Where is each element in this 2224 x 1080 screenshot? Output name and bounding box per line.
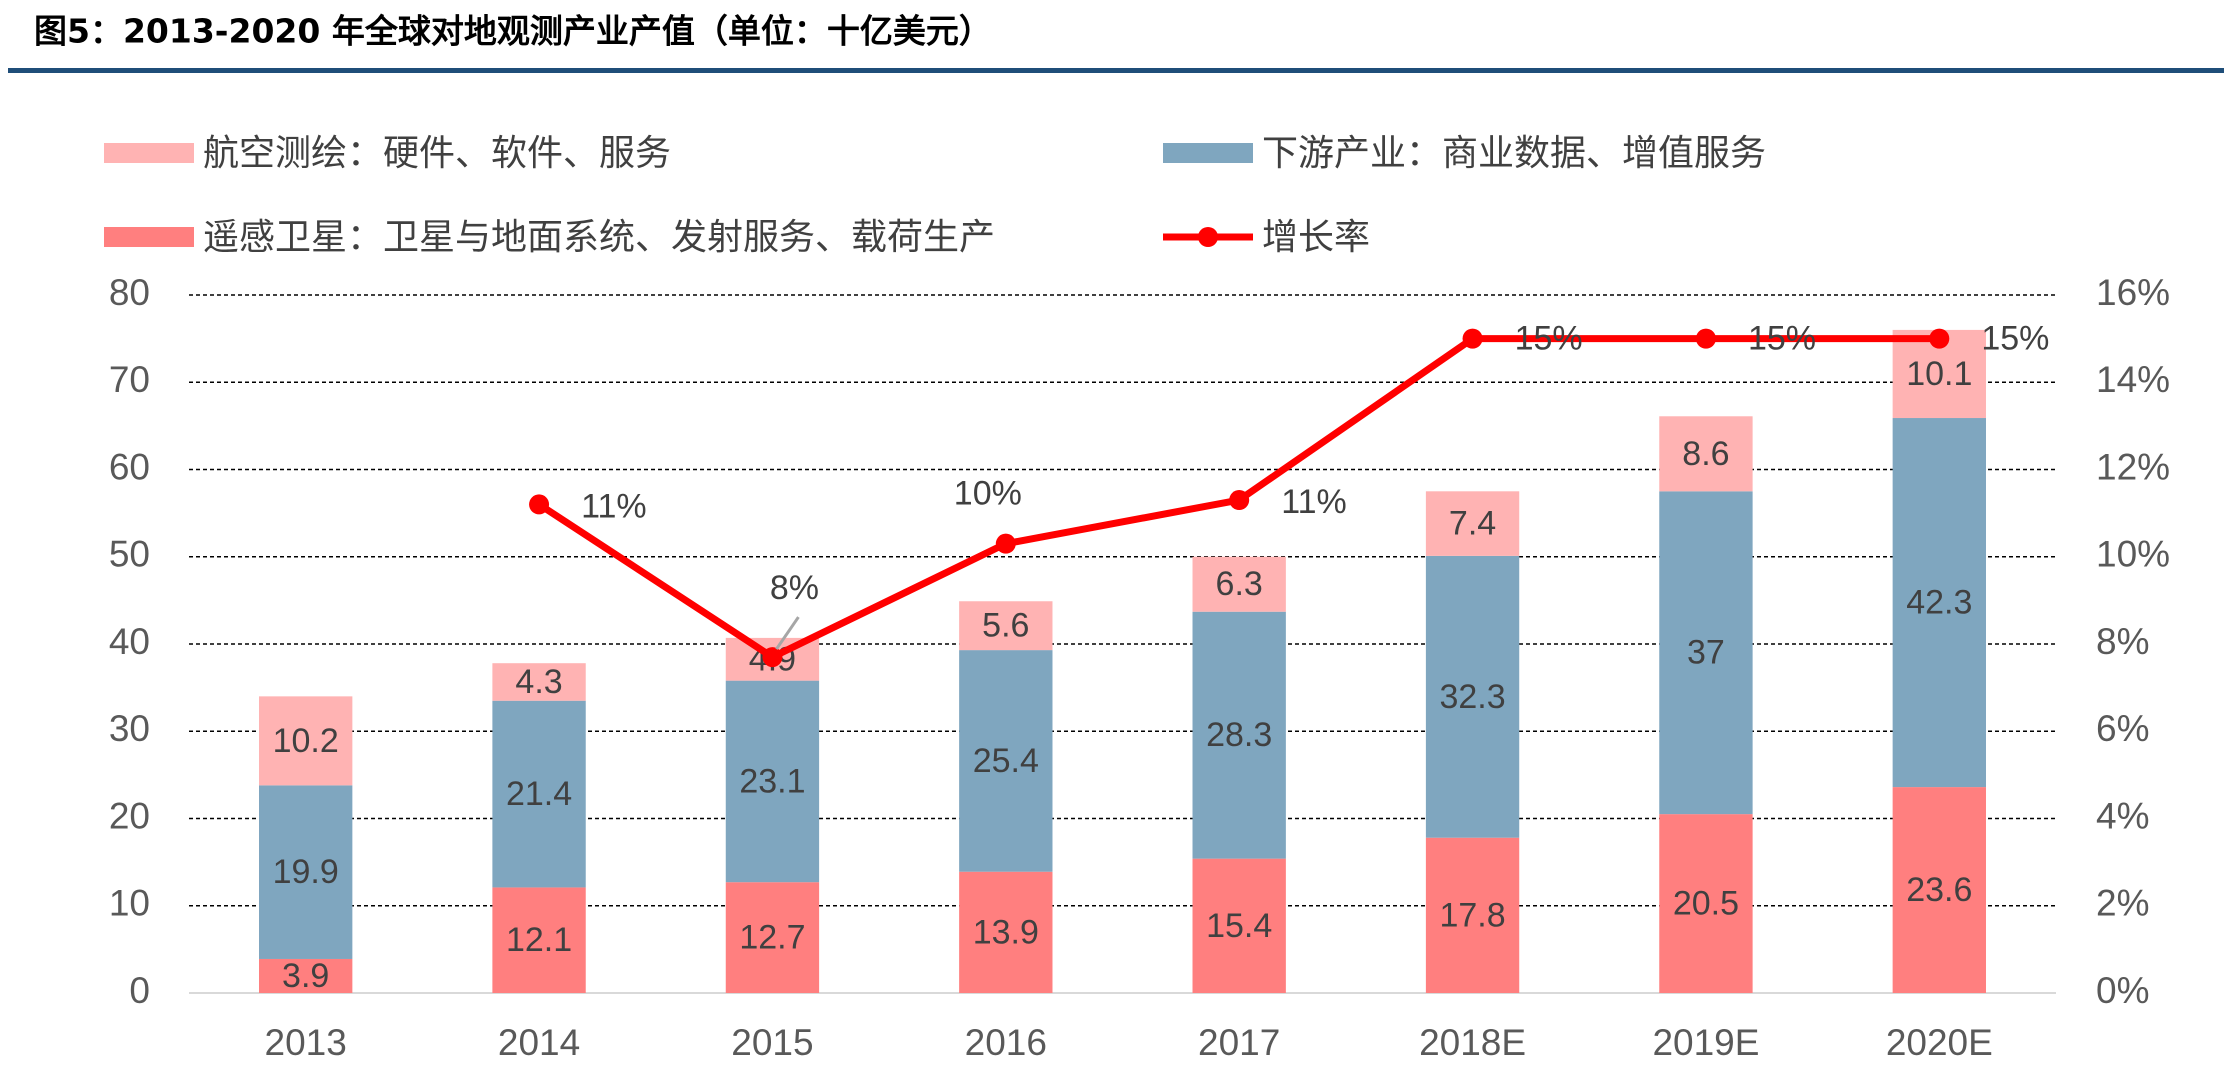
y-tick-label: 20	[109, 795, 150, 836]
bar-segment	[1425, 491, 1520, 556]
data-label: 17.8	[1439, 896, 1505, 934]
bar-segment	[492, 887, 586, 993]
bar-segment	[1192, 611, 1286, 859]
bar-segment	[959, 601, 1053, 651]
legend-swatch	[104, 143, 194, 163]
legend-label: 下游产业：商业数据、增值服务	[1262, 133, 1766, 174]
legend-swatch	[104, 227, 194, 247]
bar-segment	[1425, 837, 1520, 993]
bar-segment	[725, 882, 820, 993]
data-label: 8.6	[1682, 435, 1729, 473]
data-label: 10.2	[273, 722, 339, 760]
data-label: 12.1	[506, 921, 572, 959]
y-tick-label: 70	[109, 359, 150, 400]
growth-label: 11%	[1281, 483, 1347, 521]
data-label: 37	[1687, 634, 1725, 672]
x-tick-label: 2013	[265, 1022, 347, 1063]
x-tick-label: 2019E	[1652, 1022, 1759, 1063]
bar-segment	[259, 696, 353, 786]
legend-label: 遥感卫星：卫星与地面系统、发射服务、载荷生产	[203, 217, 995, 258]
bar-segment	[1659, 416, 1753, 492]
growth-label: 15%	[1515, 320, 1583, 358]
data-label: 4.3	[515, 663, 562, 701]
bar-segment	[959, 650, 1053, 872]
data-label: 6.3	[1216, 565, 1263, 603]
bar-segment	[1192, 858, 1286, 993]
data-label: 7.4	[1449, 505, 1496, 543]
legend-swatch	[1198, 227, 1218, 247]
bar-segment	[492, 700, 586, 888]
bar-segment	[259, 958, 353, 993]
legend-swatch	[1163, 143, 1253, 163]
data-label: 5.6	[982, 607, 1029, 645]
growth-marker	[1229, 490, 1250, 511]
y-tick-label: 60	[109, 446, 150, 487]
y-tick-label: 0	[129, 970, 150, 1011]
bar-segment	[259, 785, 353, 959]
data-label: 25.4	[973, 742, 1039, 780]
y-tick-label: 50	[109, 534, 150, 575]
legend-label: 增长率	[1262, 217, 1370, 258]
y2-tick-label: 2%	[2096, 883, 2149, 924]
growth-marker	[1462, 328, 1483, 349]
title-rule	[8, 68, 2224, 73]
y-tick-label: 80	[109, 272, 150, 313]
data-label: 19.9	[273, 853, 339, 891]
data-label: 21.4	[506, 775, 572, 813]
y2-tick-label: 4%	[2096, 795, 2149, 836]
y-tick-label: 40	[109, 621, 150, 662]
bar-segment	[1192, 556, 1286, 612]
growth-label: 15%	[1748, 320, 1816, 358]
y2-tick-label: 12%	[2096, 446, 2170, 487]
data-label: 13.9	[973, 913, 1039, 951]
growth-label: 8%	[770, 569, 819, 607]
data-label: 32.3	[1439, 678, 1505, 716]
bar-segment	[725, 680, 820, 883]
growth-marker	[1929, 328, 1950, 349]
growth-marker	[762, 647, 783, 668]
legend-label: 航空测绘：硬件、软件、服务	[203, 133, 671, 174]
y-tick-label: 10	[109, 883, 150, 924]
data-label: 23.1	[739, 762, 805, 800]
y2-tick-label: 14%	[2096, 359, 2170, 400]
x-tick-label: 2017	[1198, 1022, 1280, 1063]
bar-segment	[1892, 787, 1986, 993]
data-label: 28.3	[1206, 716, 1272, 754]
chart-title: 图5：2013-2020 年全球对地观测产业产值（单位：十亿美元）	[34, 12, 992, 51]
x-tick-label: 2018E	[1419, 1022, 1526, 1063]
bar-segment	[1892, 418, 1986, 788]
bar-segment	[959, 871, 1053, 993]
data-label: 42.3	[1906, 584, 1972, 622]
y2-tick-label: 8%	[2096, 621, 2149, 662]
data-label: 3.9	[282, 957, 329, 995]
growth-label: 15%	[1981, 320, 2049, 358]
x-tick-label: 2014	[498, 1022, 580, 1063]
data-label: 12.7	[739, 919, 805, 957]
growth-label: 10%	[954, 475, 1022, 513]
y-tick-label: 30	[109, 708, 150, 749]
leader-line	[775, 616, 800, 650]
bar-segment	[1659, 491, 1753, 815]
y2-tick-label: 0%	[2096, 970, 2149, 1011]
x-tick-label: 2015	[731, 1022, 813, 1063]
y2-tick-label: 16%	[2096, 272, 2170, 313]
x-tick-label: 2016	[965, 1022, 1047, 1063]
data-label: 15.4	[1206, 907, 1272, 945]
growth-label: 11%	[581, 487, 647, 525]
bar-segment	[1659, 814, 1753, 993]
y2-tick-label: 6%	[2096, 708, 2149, 749]
y2-tick-label: 10%	[2096, 534, 2170, 575]
growth-marker	[529, 494, 550, 515]
bar-segment	[492, 663, 586, 701]
growth-marker	[995, 533, 1016, 554]
data-label: 10.1	[1906, 355, 1972, 393]
x-tick-label: 2020E	[1886, 1022, 1993, 1063]
bar-segment	[1425, 555, 1520, 838]
data-label: 23.6	[1906, 871, 1972, 909]
growth-marker	[1695, 328, 1716, 349]
data-label: 20.5	[1673, 885, 1739, 923]
